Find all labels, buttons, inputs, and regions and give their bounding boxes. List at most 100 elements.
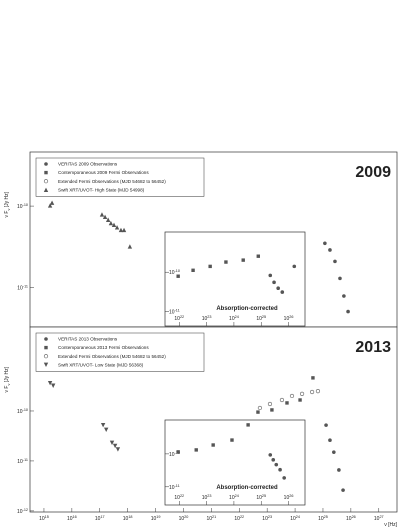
text-run: 10 (67, 516, 73, 522)
text-run: 15 (45, 515, 49, 519)
data-point (230, 438, 234, 442)
data-point (276, 286, 280, 290)
legend-marker (43, 179, 49, 184)
text-run: Contemporaneous 2009 Fermi Observations (58, 170, 149, 175)
data-point (324, 423, 328, 427)
text-run: 10 (284, 495, 290, 501)
text-run: Contemporaneous 2013 Fermi Observations (58, 345, 149, 350)
data-point (49, 200, 55, 205)
data-point (278, 467, 282, 472)
x-tick-label: 1026 (284, 494, 294, 501)
data-point (99, 212, 105, 217)
data-point (292, 264, 297, 269)
data-point (268, 273, 273, 278)
legend-marker (44, 162, 48, 166)
x-tick-label: 1027 (374, 515, 384, 522)
text-run: ν F (4, 211, 10, 218)
text-run: 10 (179, 516, 185, 522)
legend-label: Contemporaneous 2013 Fermi Observations (58, 345, 149, 350)
text-run: 22 (180, 315, 184, 319)
text-run: 10 (374, 516, 380, 522)
x-tick-label: 1021 (206, 515, 216, 522)
text-run: 10 (229, 495, 235, 501)
text-run: 10 (169, 309, 175, 315)
text-run: 25 (324, 515, 328, 519)
data-point (224, 260, 228, 264)
x-tick-label: 1017 (95, 515, 105, 522)
text-run: 19 (156, 515, 160, 519)
text-run: Extended Fermi Observations (MJD 54682 t… (58, 179, 166, 184)
text-run: VERITAS 2009 Observations (58, 162, 118, 167)
inset-frame (164, 419, 306, 506)
text-run: 18 (128, 515, 132, 519)
text-run: Extended Fermi Observations (MJD 54682 t… (58, 354, 166, 359)
legend-marker (43, 354, 49, 359)
y-axis-label: ν Fν [Jy Hz] (4, 366, 11, 392)
text-run: 10 (17, 204, 23, 210)
text-run: 23 (207, 315, 211, 319)
x-tick-label: 1022 (174, 494, 184, 501)
legend-label: Swift XRT/UVOT- High State (MJD 54998) (58, 187, 145, 192)
text-run: 27 (379, 515, 383, 519)
text-run: -11 (23, 458, 28, 462)
data-point (176, 450, 180, 454)
text-run: ν (7, 384, 11, 386)
data-point (285, 401, 289, 405)
legend-label: Extended Fermi Observations (MJD 54682 t… (58, 179, 166, 184)
text-run: 10 (290, 516, 296, 522)
x-tick-label: 1022 (234, 515, 244, 522)
text-run: 10 (95, 516, 101, 522)
text-run: 10 (174, 316, 180, 322)
text-run: [Jy Hz] (4, 366, 10, 383)
text-run: 10 (284, 316, 290, 322)
data-point (332, 450, 336, 454)
text-run: 10 (169, 485, 175, 491)
y-tick-label: 10-11 (169, 308, 180, 315)
data-point (315, 389, 321, 394)
text-run: 17 (100, 515, 104, 519)
text-run: 23 (268, 515, 272, 519)
text-run: 21 (212, 515, 216, 519)
text-run: 10 (318, 516, 324, 522)
data-point (272, 280, 276, 285)
x-tick-label: 1023 (262, 515, 272, 522)
data-point (323, 241, 327, 246)
text-run: 24 (235, 315, 239, 319)
x-tick-label: 1026 (346, 515, 356, 522)
text-run: -12 (23, 508, 28, 512)
x-tick-label: 1025 (256, 494, 266, 501)
x-tick-label: 1025 (256, 315, 266, 322)
x-tick-label: 1020 (179, 515, 189, 522)
legend-marker (44, 170, 48, 175)
text-run: 24 (296, 515, 300, 519)
text-run: ν [Hz] (384, 522, 397, 528)
text-run: Swift XRT/UVOT- High State (MJD 54998) (58, 187, 145, 192)
data-point (333, 259, 337, 264)
text-run: 10 (229, 316, 235, 322)
text-run: 2009 (355, 164, 391, 181)
text-run: Swift XRT/UVOT- Low State (MJD 56368) (58, 362, 144, 367)
data-point (108, 220, 114, 226)
text-run: 10 (17, 459, 23, 465)
text-run: -10 (23, 203, 28, 207)
x-tick-label: 1016 (67, 515, 77, 522)
text-run: 25 (262, 494, 266, 498)
data-point (103, 427, 109, 433)
data-point (208, 264, 212, 269)
data-point (102, 214, 108, 219)
legend-label: Contemporaneous 2009 Fermi Observations (58, 170, 149, 175)
text-run: Absorption-corrected (216, 485, 278, 491)
data-point (299, 391, 305, 396)
data-point (337, 468, 341, 472)
legend-label: VERITAS 2009 Observations (58, 162, 118, 167)
legend-marker (44, 345, 48, 350)
x-tick-label: 1019 (151, 515, 161, 522)
data-point (241, 258, 245, 262)
data-point (341, 488, 345, 492)
data-point (256, 410, 260, 414)
text-run: 26 (289, 315, 293, 319)
text-run: -11 (175, 484, 180, 488)
x-tick-label: 1024 (229, 494, 239, 501)
